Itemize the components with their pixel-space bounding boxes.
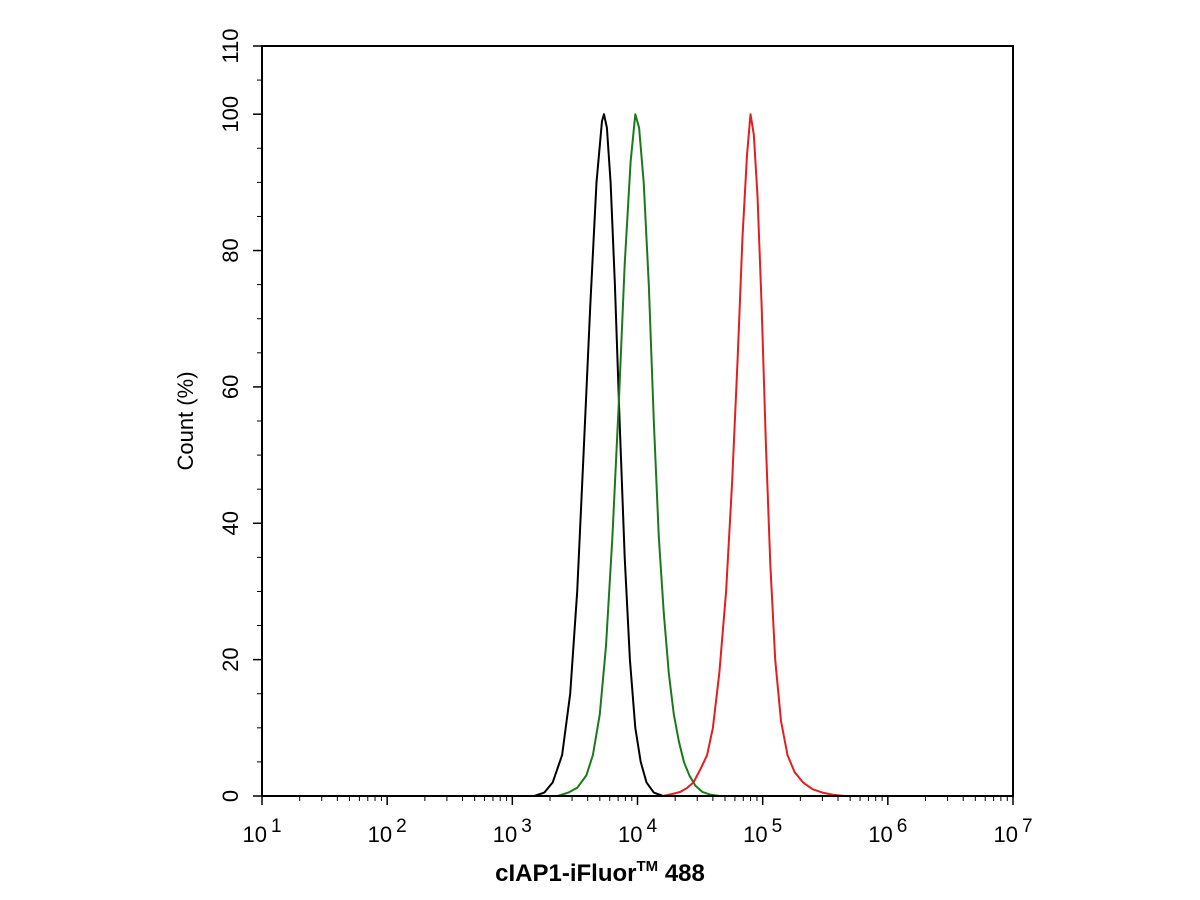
x-axis-title: cIAP1-iFluorTM 488 (495, 858, 705, 887)
x-tick-label: 10 6 (868, 816, 907, 847)
x-tick-label: 10 4 (618, 816, 657, 847)
y-tick-label: 110 (218, 28, 243, 63)
y-tick-label: 80 (218, 238, 243, 262)
x-tick-label: 10 3 (493, 816, 532, 847)
y-tick-label: 60 (218, 375, 243, 399)
y-tick-label: 40 (218, 511, 243, 535)
histogram-line-1 (534, 113, 664, 797)
y-tick-label: 20 (218, 647, 243, 671)
y-tick-label: 100 (218, 96, 243, 133)
histogram-line-3 (662, 113, 845, 797)
x-axis-title-tail: 488 (658, 860, 705, 887)
y-axis-title: Count (%) (173, 371, 198, 470)
axes: 10 1 10 2 10 3 10 4 10 5 10 6 10 7 0 20 40 60 80 100 110 (218, 28, 1033, 847)
x-axis-title-trademark: TM (636, 858, 658, 875)
x-tick-label: 10 7 (993, 816, 1032, 847)
x-tick-label: 10 1 (242, 816, 281, 847)
plot-frame (261, 45, 1014, 797)
x-tick-label: 10 5 (743, 816, 782, 847)
plot-area (534, 113, 845, 797)
y-tick-label: 0 (218, 790, 243, 802)
histogram-line-2 (557, 113, 720, 797)
x-axis-title-main: cIAP1-iFluor (495, 860, 636, 887)
x-tick-label: 10 2 (368, 816, 407, 847)
